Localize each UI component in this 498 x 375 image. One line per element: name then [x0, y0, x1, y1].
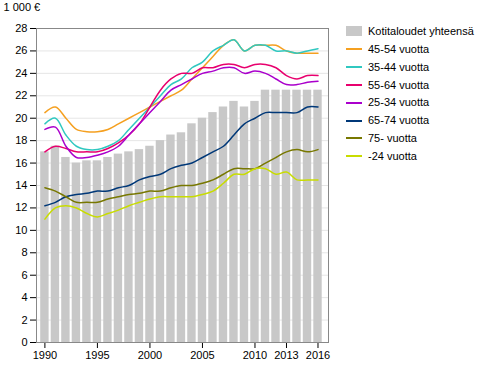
- html-text:55-64 vuotta: 55-64 vuotta: [368, 78, 430, 91]
- svg-text:0: 0: [21, 336, 27, 348]
- svg-text:1990: 1990: [33, 349, 57, 361]
- svg-text:2013: 2013: [274, 349, 298, 361]
- html-text:35-44 vuotta: 35-44 vuotta: [368, 60, 430, 73]
- svg-text:2010: 2010: [243, 349, 267, 361]
- svg-text:24: 24: [15, 67, 27, 79]
- svg-text:10: 10: [15, 224, 27, 236]
- svg-text:14: 14: [15, 179, 27, 191]
- svg-text:28: 28: [15, 22, 27, 34]
- svg-text:1 000 €: 1 000 €: [4, 1, 41, 13]
- html-text:25-34 vuotta: 25-34 vuotta: [368, 96, 430, 109]
- svg-text:12: 12: [15, 201, 27, 213]
- svg-text:20: 20: [15, 112, 27, 124]
- svg-text:22: 22: [15, 89, 27, 101]
- svg-text:8: 8: [21, 246, 27, 258]
- html-text:75- vuotta: 75- vuotta: [368, 132, 417, 145]
- html-text:65-74 vuotta: 65-74 vuotta: [368, 114, 430, 127]
- svg-text:4: 4: [21, 291, 27, 303]
- html-text:-24 vuotta: -24 vuotta: [368, 149, 417, 162]
- svg-text:18: 18: [15, 134, 27, 146]
- svg-text:2000: 2000: [138, 349, 162, 361]
- html-text:Kotitaloudet yhteensä: Kotitaloudet yhteensä: [368, 25, 474, 37]
- svg-text:2: 2: [21, 314, 27, 326]
- html-text:45-54 vuotta: 45-54 vuotta: [368, 42, 430, 55]
- svg-text:2005: 2005: [190, 349, 214, 361]
- svg-text:2016: 2016: [306, 349, 330, 361]
- svg-text:26: 26: [15, 44, 27, 56]
- svg-text:6: 6: [21, 269, 27, 281]
- svg-text:1995: 1995: [85, 349, 109, 361]
- svg-text:16: 16: [15, 157, 27, 169]
